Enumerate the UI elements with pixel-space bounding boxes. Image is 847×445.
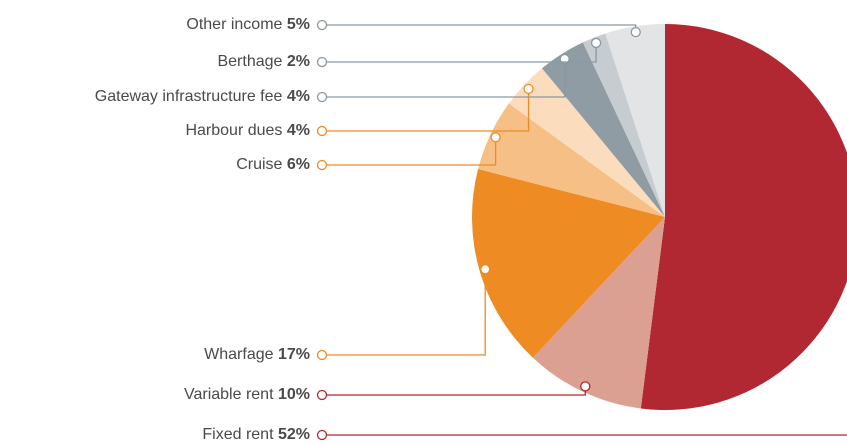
- slice-label: Cruise 6%: [236, 156, 310, 173]
- value-label: 52%: [278, 426, 310, 443]
- pie-slice: [532, 217, 665, 409]
- leader-dot: [316, 159, 328, 171]
- category-name: Other income: [186, 16, 282, 33]
- leader-dot: [523, 83, 534, 94]
- value-label: 4%: [287, 88, 310, 105]
- pie-slice: [478, 103, 665, 217]
- leader-dot: [580, 381, 591, 392]
- leader-dot: [316, 429, 328, 441]
- value-label: 6%: [287, 156, 310, 173]
- leader-dot: [490, 132, 501, 143]
- value-label: 5%: [287, 16, 310, 33]
- leader-line: [326, 269, 486, 356]
- leader-dot: [316, 125, 328, 137]
- value-label: 2%: [287, 53, 310, 70]
- pie-slice: [472, 169, 665, 358]
- leader-line: [326, 42, 597, 63]
- pie-slice: [582, 33, 665, 217]
- value-label: 4%: [287, 122, 310, 139]
- leader-dot: [316, 389, 328, 401]
- slice-label: Berthage 2%: [217, 53, 310, 70]
- leader-line: [326, 434, 847, 436]
- value-label: 10%: [278, 386, 310, 403]
- leader-dot: [316, 56, 328, 68]
- leader-line: [326, 24, 637, 33]
- leader-line: [326, 58, 566, 98]
- leader-line: [326, 137, 497, 166]
- slice-label: Variable rent 10%: [184, 386, 310, 403]
- category-name: Harbour dues: [185, 122, 282, 139]
- slice-label: Other income 5%: [186, 16, 310, 33]
- pie-slice: [640, 24, 847, 410]
- category-name: Cruise: [236, 156, 282, 173]
- leader-line: [326, 88, 530, 132]
- leader-line: [326, 386, 586, 396]
- category-name: Variable rent: [184, 386, 274, 403]
- pie-slice: [541, 42, 665, 217]
- category-name: Berthage: [217, 53, 282, 70]
- leader-dot: [316, 349, 328, 361]
- category-name: Gateway infrastructure fee: [95, 88, 283, 105]
- value-label: 17%: [278, 346, 310, 363]
- pie-slice: [605, 24, 665, 217]
- leader-dot: [630, 26, 641, 38]
- leader-dot: [559, 53, 570, 65]
- slice-label: Harbour dues 4%: [185, 122, 310, 139]
- slice-label: Gateway infrastructure fee 4%: [95, 88, 310, 105]
- leader-dot: [480, 264, 491, 275]
- category-name: Fixed rent: [202, 426, 274, 443]
- slice-label: Wharfage 17%: [204, 346, 310, 363]
- category-name: Wharfage: [204, 346, 273, 363]
- slice-label: Fixed rent 52%: [202, 426, 310, 443]
- pie-slice: [508, 68, 665, 217]
- leader-dot: [590, 37, 602, 49]
- leader-dot: [316, 19, 328, 31]
- leader-dot: [316, 91, 328, 103]
